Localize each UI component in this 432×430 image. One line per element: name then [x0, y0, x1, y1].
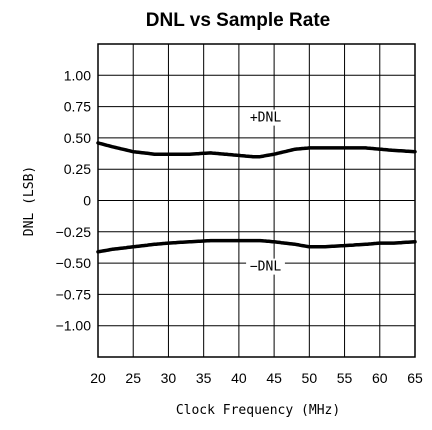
x-tick-label: 35 — [196, 370, 212, 386]
x-axis-label: Clock Frequency (MHz) — [176, 403, 340, 418]
y-tick-label: 0.75 — [64, 99, 91, 115]
annotation-plus-dnl: +DNL — [250, 111, 281, 126]
y-axis-label: DNL (LSB) — [22, 166, 37, 236]
grid — [97, 44, 416, 357]
series-group — [96, 141, 417, 254]
series-line-minus-dnl — [96, 238, 417, 254]
y-tick-label: 0.25 — [64, 161, 91, 177]
x-tick-label: 20 — [90, 370, 106, 386]
y-tick-label: −0.75 — [56, 286, 92, 302]
x-tick-label: 45 — [266, 370, 282, 386]
x-tick-labels: 20 25 30 35 40 45 50 55 60 65 — [90, 370, 423, 386]
x-tick-label: 65 — [407, 370, 423, 386]
y-tick-label: 1.00 — [64, 67, 91, 83]
annotations-group: +DNL −DNL — [246, 109, 285, 275]
x-tick-label: 50 — [302, 370, 318, 386]
x-tick-label: 55 — [337, 370, 353, 386]
chart-title: DNL vs Sample Rate — [146, 10, 330, 31]
x-tick-label: 30 — [161, 370, 177, 386]
x-tick-label: 25 — [125, 370, 141, 386]
y-tick-label: 0.50 — [64, 130, 91, 146]
y-tick-label: 0 — [83, 193, 91, 209]
annotation-bg — [246, 258, 285, 275]
series-line-plusminus-dnl — [96, 141, 417, 159]
annotation-bg — [246, 109, 285, 126]
y-tick-label: −0.50 — [56, 255, 92, 271]
annotation-minus-dnl: −DNL — [250, 260, 281, 275]
x-tick-label: 60 — [372, 370, 388, 386]
y-tick-label: −0.25 — [56, 224, 92, 240]
y-tick-label: −1.00 — [56, 318, 92, 334]
plot-frame — [97, 43, 416, 358]
y-tick-labels: 1.00 0.75 0.50 0.25 0 −0.25 −0.50 −0.75 −1.00 — [56, 67, 92, 333]
x-tick-label: 40 — [231, 370, 247, 386]
